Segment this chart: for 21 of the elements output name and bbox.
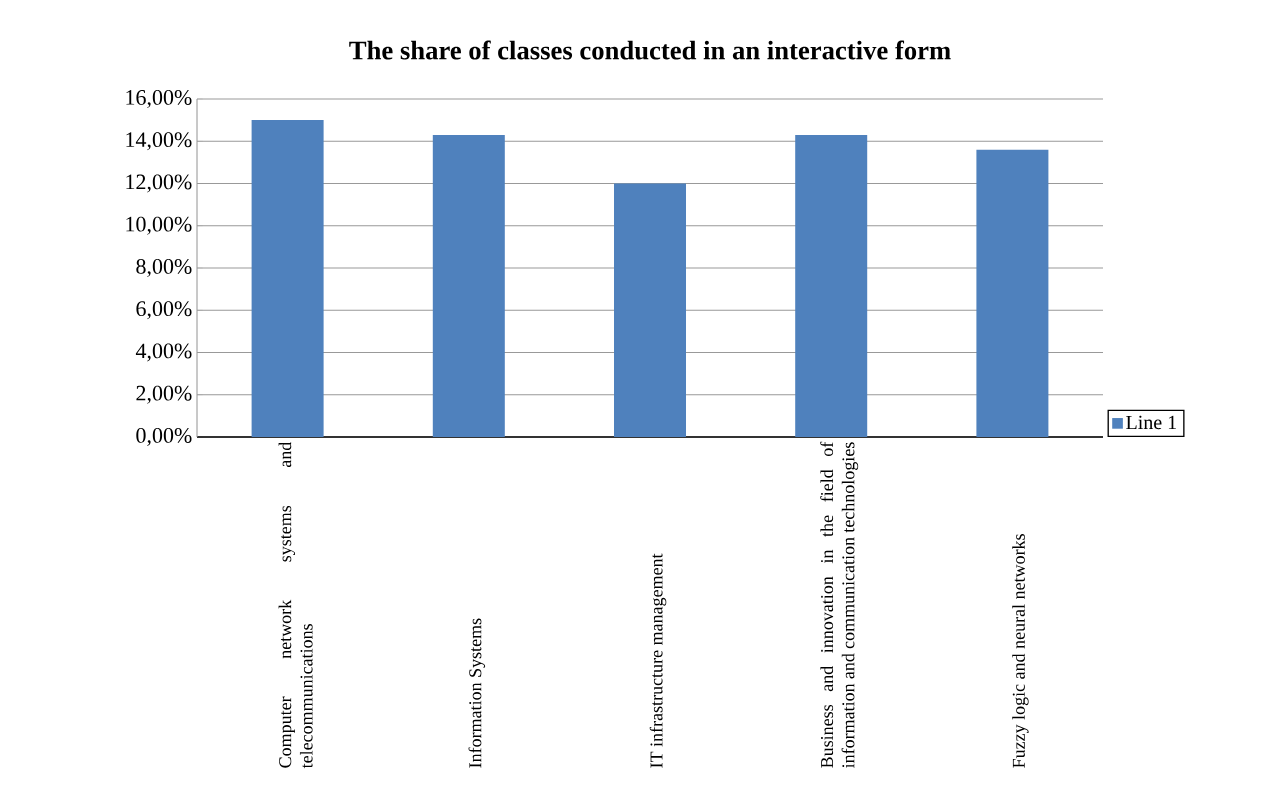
x-tick-label: Information Systems — [468, 618, 486, 768]
legend-label: Line 1 — [1126, 415, 1176, 430]
bar — [614, 183, 687, 437]
bar — [976, 149, 1049, 437]
y-tick-label: 6,00% — [136, 301, 192, 320]
y-tick-label: 4,00% — [135, 343, 192, 362]
x-tick-label: Business and innovation in the field of information and communication technologies — [820, 441, 859, 768]
chart-title: The share of classes conducted in an interactive form — [349, 40, 951, 60]
y-tick-label: 10,00% — [126, 216, 192, 235]
y-tick-label: 8,00% — [136, 258, 192, 278]
bar — [795, 134, 868, 437]
y-tick-label: 12,00% — [126, 174, 192, 193]
y-tick-label: 2,00% — [136, 385, 192, 404]
y-tick-label: 16,00% — [126, 89, 192, 109]
x-tick-label: IT infrastructure management — [649, 553, 667, 768]
x-tick-label: Fuzzy logic and neural networks — [1012, 534, 1029, 768]
x-tick-label: Computer network systems and telecommunications — [278, 441, 313, 769]
bar — [251, 120, 324, 437]
y-tick-label: 0,00% — [136, 427, 192, 447]
y-tick-label: 14,00% — [126, 132, 192, 151]
bar — [432, 134, 505, 437]
